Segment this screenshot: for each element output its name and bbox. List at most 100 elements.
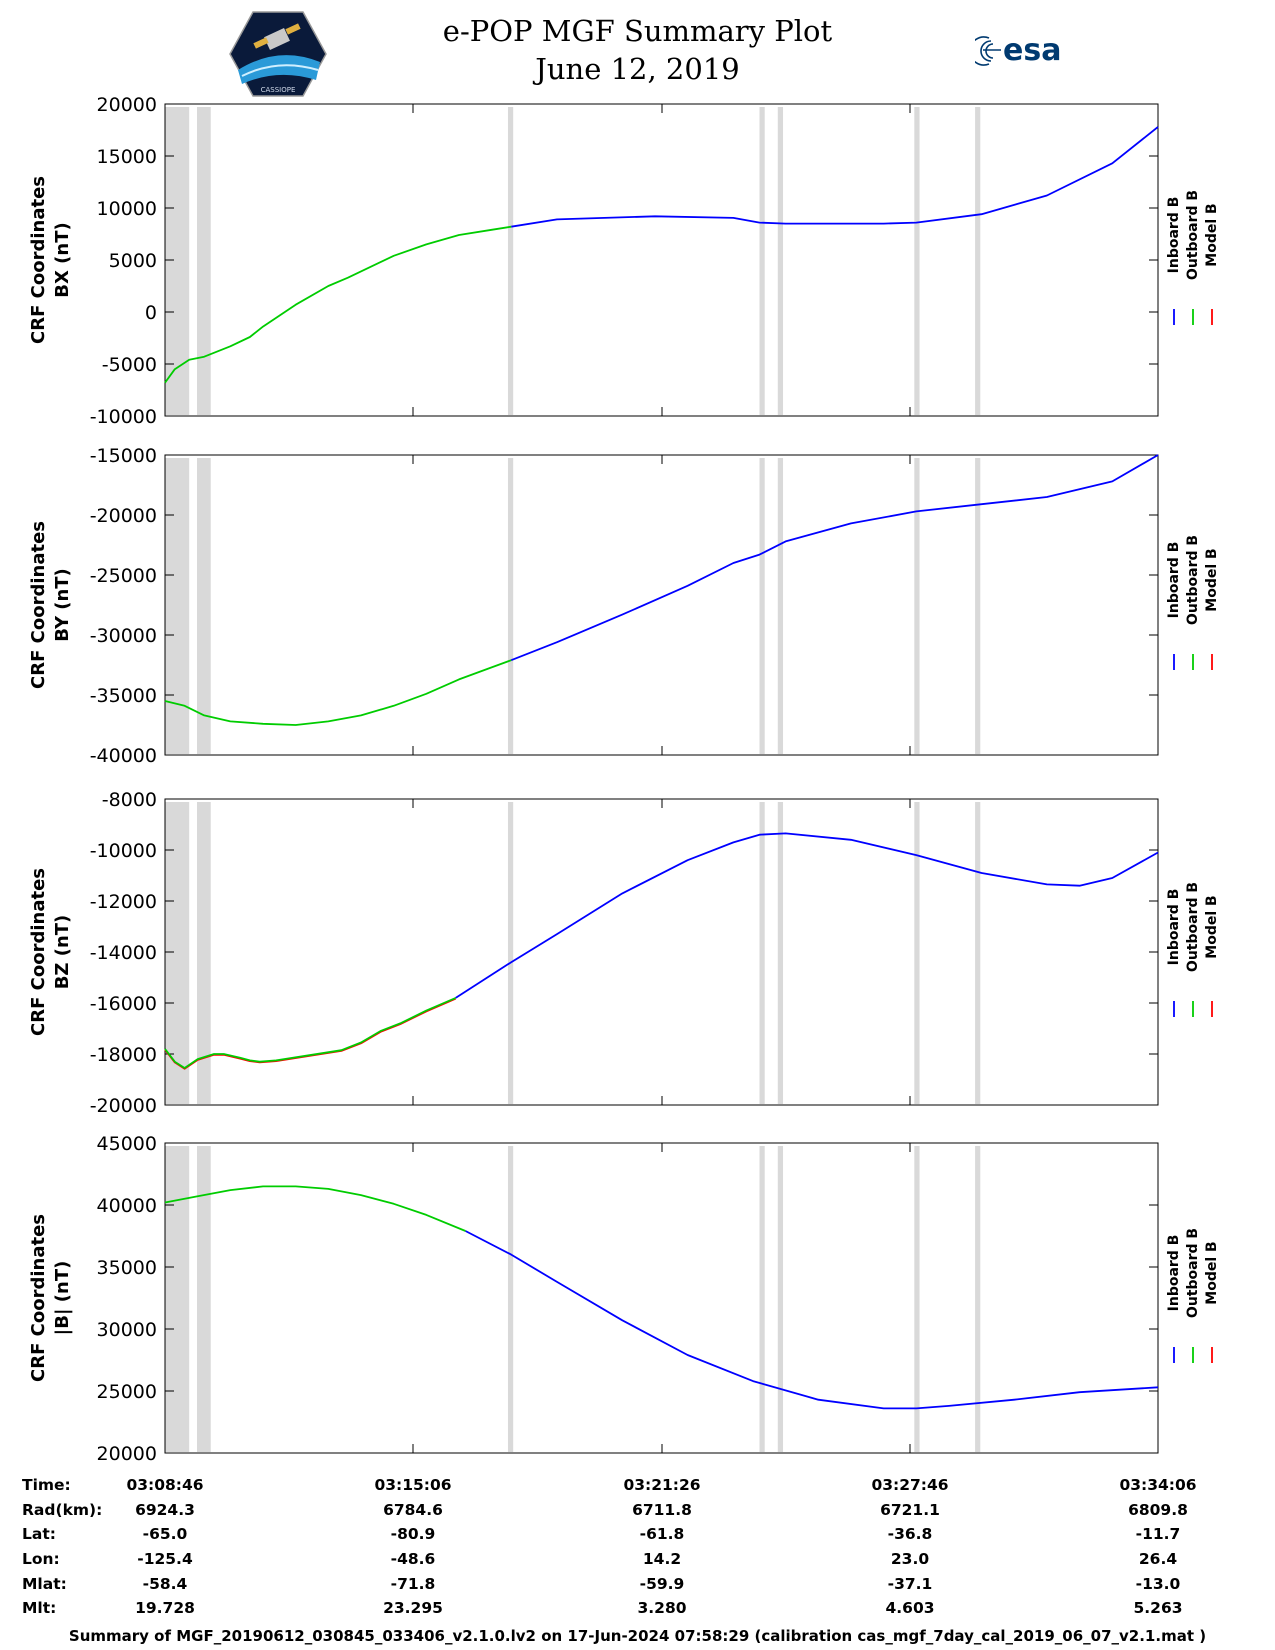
data-gap-bar — [777, 458, 784, 754]
table-cell: 3.280 — [637, 1599, 686, 1617]
y-axis-label: BX (nT) — [52, 222, 73, 297]
chart-title: e-POP MGF Summary Plot — [442, 14, 833, 48]
y-axis-label: CRF Coordinates — [28, 868, 49, 1036]
data-gap-bar — [197, 1146, 211, 1452]
series-line-outboard-b — [164, 225, 512, 384]
y-tick-label: -10000 — [90, 840, 157, 862]
data-gap-bar — [777, 802, 784, 1104]
table-cell: -37.1 — [888, 1575, 933, 1593]
data-gap-bar — [975, 458, 981, 754]
y-axis-label: CRF Coordinates — [28, 1214, 49, 1382]
legend: Inboard B Outboard B Model B — [1166, 535, 1220, 670]
data-gap-bar — [165, 1146, 190, 1452]
data-gap-bar — [914, 1146, 920, 1452]
y-tick-label: -35000 — [90, 685, 157, 707]
table-cell: -71.8 — [391, 1575, 436, 1593]
y-tick-label: 10000 — [97, 198, 157, 220]
data-gap-bar — [507, 458, 514, 754]
y-tick-label: 45000 — [97, 1133, 157, 1155]
ephemeris-table: Time: Rad(km): Lat: Lon: Mlat: Mlt: 03:08:46 69… — [22, 1476, 1197, 1617]
table-cell: 5.263 — [1133, 1599, 1182, 1617]
axes-frame — [164, 103, 1159, 417]
data-gap-bar — [914, 107, 920, 415]
table-cell: -65.0 — [143, 1525, 188, 1543]
y-tick-label: -30000 — [90, 625, 157, 647]
data-gap-bar — [507, 802, 514, 1104]
y-tick-label: -25000 — [90, 565, 157, 587]
table-cell: 23.295 — [383, 1599, 443, 1617]
data-gap-bar — [914, 802, 920, 1104]
y-tick-label: -16000 — [90, 993, 157, 1015]
y-tick-label: -20000 — [90, 505, 157, 527]
legend: Inboard B Outboard B Model B — [1166, 882, 1220, 1017]
table-cell: 03:08:46 — [126, 1476, 203, 1494]
data-gap-bar — [759, 458, 765, 754]
legend-label: Outboard B — [1185, 535, 1201, 625]
y-axis-label: CRF Coordinates — [28, 176, 49, 344]
table-row-label: Mlat: — [22, 1575, 67, 1593]
data-gap-bar — [975, 1146, 981, 1452]
esa-logo: esa — [975, 33, 1061, 68]
legend-label: Model B — [1204, 548, 1220, 611]
y-tick-label: 30000 — [97, 1319, 157, 1341]
y-tick-label: 25000 — [97, 1381, 157, 1403]
data-gap-bar — [197, 458, 211, 754]
legend-label: Inboard B — [1166, 542, 1182, 619]
y-axis-label: CRF Coordinates — [28, 521, 49, 689]
data-gap-bar — [165, 802, 190, 1104]
table-row-label: Lon: — [22, 1550, 60, 1568]
table-row-label: Time: — [22, 1476, 71, 1494]
cassiope-logo: CASSIOPE — [229, 11, 327, 97]
legend-label: Inboard B — [1166, 889, 1182, 966]
table-cell: -13.0 — [1136, 1575, 1181, 1593]
data-gap-bar — [197, 802, 211, 1104]
legend-label: Outboard B — [1185, 1228, 1201, 1318]
panel-3: -8000 -10000 -12000 -14000 -16000 -18000 -2000… — [28, 789, 1220, 1117]
table-cell: 26.4 — [1139, 1550, 1177, 1568]
y-tick-label: 20000 — [97, 94, 157, 116]
esa-logo-text: esa — [1003, 33, 1061, 68]
legend: Inboard B Outboard B Model B — [1166, 1228, 1220, 1363]
table-cell: 6924.3 — [135, 1501, 195, 1519]
data-gap-bar — [759, 802, 765, 1104]
table-cell: 23.0 — [891, 1550, 929, 1568]
axes-frame — [164, 454, 1159, 756]
series-line-inboard-b — [511, 126, 1159, 228]
table-cell: 6809.8 — [1128, 1501, 1188, 1519]
legend-label: Inboard B — [1166, 1235, 1182, 1312]
cassiope-logo-text: CASSIOPE — [261, 86, 296, 94]
table-cell: 03:15:06 — [374, 1476, 451, 1494]
data-gap-bar — [914, 458, 920, 754]
table-cell: -58.4 — [143, 1575, 188, 1593]
data-gap-bar — [759, 1146, 765, 1452]
panel-4: 45000 40000 35000 30000 25000 20000 CRF Coordi… — [28, 1133, 1220, 1465]
y-tick-label: -12000 — [90, 891, 157, 913]
y-tick-label: 35000 — [97, 1257, 157, 1279]
y-tick-label: -20000 — [90, 1095, 157, 1117]
panel-1: 20000 15000 10000 5000 0 -5000 -10000 CRF Coord… — [28, 94, 1220, 428]
table-cell: -59.9 — [640, 1575, 685, 1593]
data-gap-bar — [777, 107, 784, 415]
y-tick-label: -5000 — [102, 354, 157, 376]
legend-label: Model B — [1204, 203, 1220, 266]
data-gap-bar — [165, 107, 190, 415]
legend: Inboard B Outboard B Model B — [1166, 190, 1220, 325]
y-tick-label: -8000 — [102, 789, 157, 811]
axes-frame — [164, 1142, 1159, 1454]
y-tick-label: -10000 — [90, 406, 157, 428]
table-cell: -11.7 — [1136, 1525, 1181, 1543]
table-cell: 6721.1 — [880, 1501, 940, 1519]
table-cell: 03:27:46 — [871, 1476, 948, 1494]
table-cell: 4.603 — [885, 1599, 934, 1617]
data-gap-bar — [975, 802, 981, 1104]
data-gap-bar — [507, 107, 514, 415]
data-gap-bar — [777, 1146, 784, 1452]
table-row-label: Rad(km): — [22, 1501, 102, 1519]
table-cell: -125.4 — [137, 1550, 193, 1568]
y-tick-label: -14000 — [90, 942, 157, 964]
y-tick-label: -15000 — [90, 445, 157, 467]
series-line-inboard-b — [510, 454, 1159, 662]
legend-label: Outboard B — [1185, 190, 1201, 280]
series-line-outboard-b — [164, 1185, 466, 1232]
